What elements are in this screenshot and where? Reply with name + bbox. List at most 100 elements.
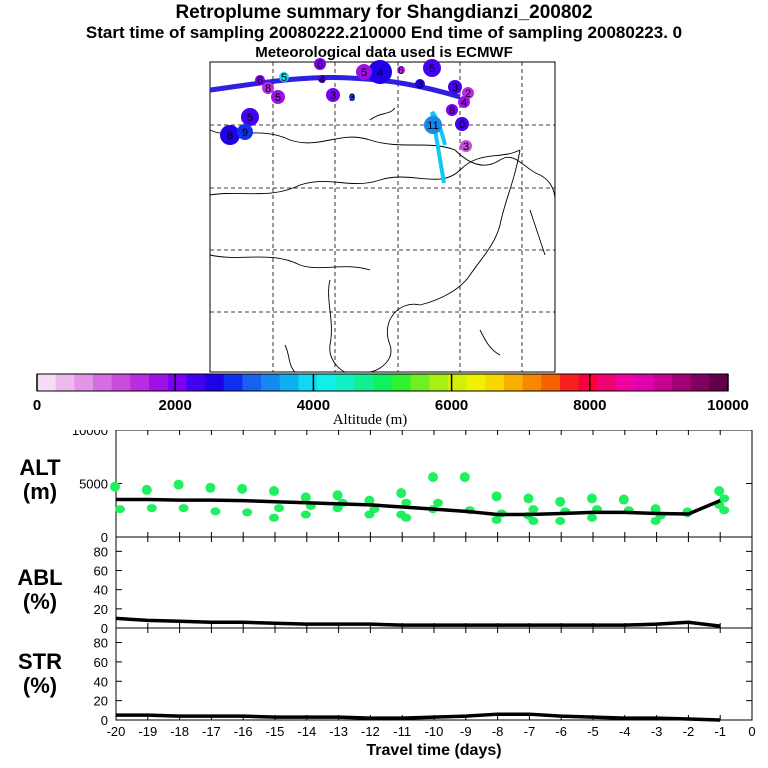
plume-marker xyxy=(356,64,372,80)
x-tick-label: -16 xyxy=(234,724,253,739)
series-line xyxy=(116,497,721,517)
y-tick-label: 10000 xyxy=(72,430,108,438)
colorbar-swatch xyxy=(298,374,318,391)
altitude-cluster xyxy=(141,484,152,495)
altitude-cluster xyxy=(269,485,279,496)
plume-marker-label: 8 xyxy=(265,83,271,95)
map-coastline xyxy=(328,279,346,373)
y-tick-label: 40 xyxy=(94,674,108,689)
colorbar-swatch xyxy=(597,374,617,391)
plume-marker-label: 3 xyxy=(463,141,469,153)
colorbar-swatch xyxy=(354,374,374,391)
x-tick-label: -17 xyxy=(202,724,221,739)
plume-marker-label: 3 xyxy=(330,90,336,102)
x-tick-label: -10 xyxy=(425,724,444,739)
colorbar-swatch xyxy=(93,374,113,391)
plume-marker xyxy=(423,59,441,77)
map-border-line xyxy=(454,149,556,201)
altitude-cluster xyxy=(242,508,253,517)
colorbar-swatch xyxy=(578,374,598,391)
altitude-cluster xyxy=(396,488,407,499)
y-tick-label: 5000 xyxy=(79,477,108,492)
plume-marker-label: 4 xyxy=(319,74,325,86)
colorbar-swatch xyxy=(671,374,692,391)
colorbar-swatch xyxy=(223,374,243,391)
altitude-cluster xyxy=(523,493,534,504)
altitude-cluster xyxy=(237,483,248,494)
colorbar-swatch xyxy=(634,374,654,391)
colorbar-swatch xyxy=(186,374,206,391)
plume-marker-label: 0 xyxy=(459,119,465,131)
map-island xyxy=(529,209,546,256)
colorbar-swatch xyxy=(466,374,486,391)
x-tick-label: -4 xyxy=(619,724,631,739)
panel-abl: 0 20 40 60 80 xyxy=(94,536,753,636)
altitude-cluster xyxy=(459,472,470,483)
map-coastline xyxy=(419,149,521,306)
colorbar-swatch xyxy=(447,374,468,391)
plume-marker xyxy=(397,66,405,74)
colorbar-tick-labels: 0 2000 4000 6000 8000 10000 xyxy=(33,374,749,414)
map-grid xyxy=(210,62,555,372)
plume-marker xyxy=(271,90,285,104)
y-tick-label: 60 xyxy=(94,564,108,579)
plume-marker xyxy=(424,116,442,134)
colorbar-label: Altitude (m) xyxy=(333,412,408,428)
altitude-cluster xyxy=(115,505,125,514)
altitude-cluster xyxy=(401,513,412,522)
series-line xyxy=(115,616,721,628)
colorbar-swatch xyxy=(541,374,561,391)
plume-marker xyxy=(448,80,462,94)
colorbar-swatch xyxy=(559,374,580,391)
altitude-cluster xyxy=(332,490,343,501)
colorbar-tick-label: 6000 xyxy=(435,397,468,414)
x-tick-label: -13 xyxy=(329,724,348,739)
map-island xyxy=(479,329,501,356)
plume-marker-label: 11 xyxy=(427,120,438,132)
x-tick-label: 0 xyxy=(748,724,755,739)
plume-marker-label: 8 xyxy=(227,130,233,142)
colorbar-tick-label: 10000 xyxy=(707,397,749,414)
x-tick-label: -15 xyxy=(266,724,285,739)
altitude-cluster xyxy=(528,516,539,525)
x-tick-label: -12 xyxy=(361,724,380,739)
altitude-cluster xyxy=(555,496,566,507)
colorbar-swatch xyxy=(503,374,524,391)
plume-marker xyxy=(220,125,240,145)
colorbar-swatch xyxy=(429,374,449,391)
met-data-source: Meteorological data used is ECMWF xyxy=(255,44,513,61)
altitude-cluster xyxy=(618,494,629,505)
colorbar-swatch xyxy=(242,374,262,391)
altitude-cluster xyxy=(269,513,279,522)
colorbar-tick-label: 4000 xyxy=(297,397,330,414)
y-tick-label: 0 xyxy=(101,530,108,545)
colorbar-swatch xyxy=(261,374,281,391)
map-border-line xyxy=(209,149,521,196)
plume-marker-label: 5 xyxy=(281,72,287,84)
altitude-cluster xyxy=(300,510,311,519)
colorbar-tick-label: 2000 xyxy=(159,397,192,414)
altitude-cluster xyxy=(146,504,157,513)
map-coastline xyxy=(369,303,421,373)
chart-title: Retroplume summary for Shangdianzi_20080… xyxy=(175,2,593,23)
plot-frame xyxy=(115,627,753,721)
colorbar-swatch xyxy=(74,374,94,391)
series-line xyxy=(116,712,721,722)
colorbar-swatch xyxy=(149,374,169,391)
colorbar-swatch xyxy=(391,374,412,391)
alt-panel-label: ALT (m) xyxy=(19,455,61,504)
altitude-cluster xyxy=(714,485,725,496)
x-tick-label: -1 xyxy=(714,724,726,739)
y-tick-label: 60 xyxy=(94,655,108,670)
x-tick-label: -8 xyxy=(492,724,504,739)
plume-marker-label: 4 xyxy=(377,67,383,79)
colorbar-swatch xyxy=(485,374,505,391)
altitude-cluster xyxy=(528,505,539,514)
altitude-cluster xyxy=(587,493,597,504)
y-tick-label: 80 xyxy=(94,636,108,651)
plume-marker-label: 5 xyxy=(361,67,367,79)
plume-marker xyxy=(462,87,474,99)
colorbar-swatch xyxy=(653,374,673,391)
plume-marker-label: 9 xyxy=(242,127,248,139)
